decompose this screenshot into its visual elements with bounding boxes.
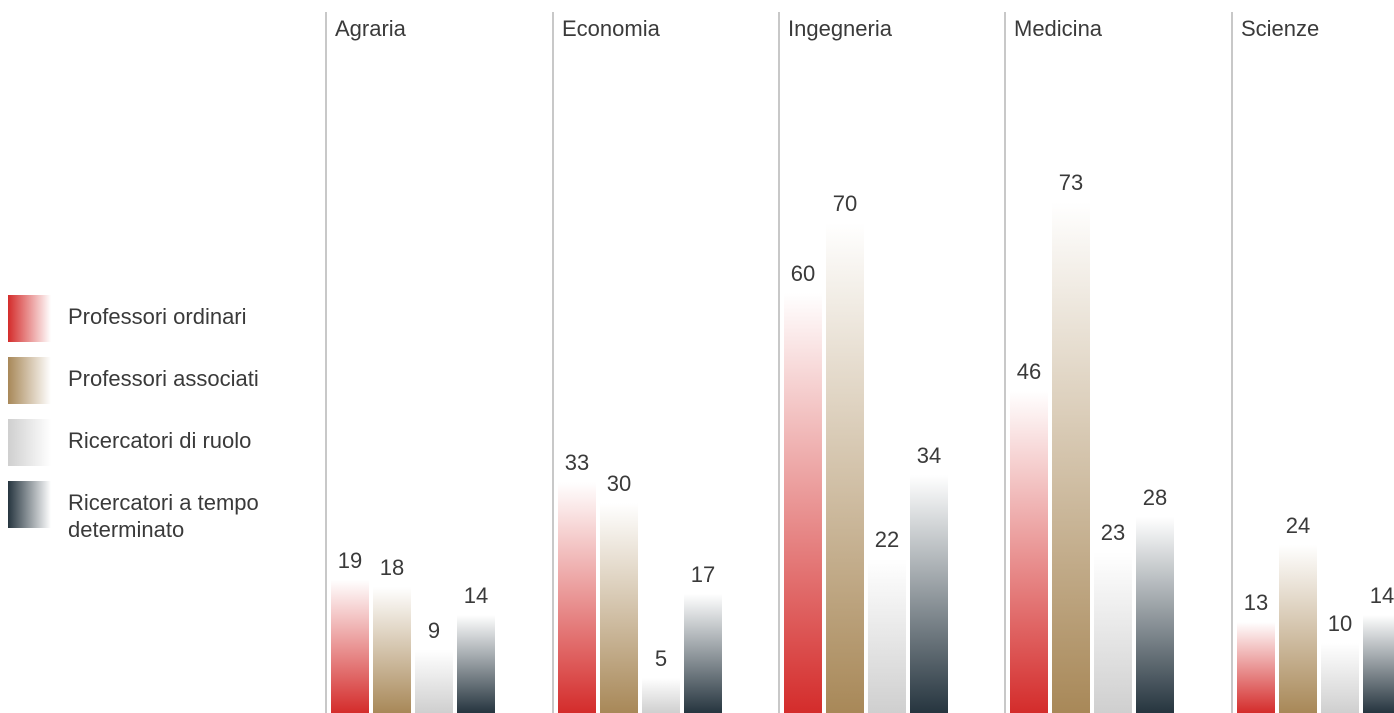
legend-swatch-professori-ordinari [8,295,51,342]
bar [1094,552,1132,713]
bar [457,615,495,713]
data-label: 33 [565,450,589,475]
bar [1052,202,1090,713]
data-label: 19 [338,548,362,573]
data-label: 22 [875,527,899,552]
bar [600,503,638,713]
bar [1010,391,1048,713]
bar [910,475,948,713]
data-label: 60 [791,261,815,286]
category-label: Ingegneria [788,16,893,41]
data-label: 18 [380,555,404,580]
data-label: 23 [1101,520,1125,545]
legend-swatch-professori-associati [8,357,51,404]
bar [684,594,722,713]
bar [415,650,453,713]
data-label: 70 [833,191,857,216]
data-label: 5 [655,646,667,671]
bar [868,559,906,713]
data-label: 9 [428,618,440,643]
data-label: 13 [1244,590,1268,615]
legend-swatch-ricercatori-di-ruolo [8,419,51,466]
data-label: 46 [1017,359,1041,384]
bar [1237,622,1275,713]
data-label: 73 [1059,170,1083,195]
data-label: 30 [607,471,631,496]
bar [1279,545,1317,713]
bar [1136,517,1174,713]
legend-swatch-ricercatori-tempo-determinato [8,481,51,528]
category-label: Medicina [1014,16,1103,41]
category-label: Scienze [1241,16,1319,41]
bar [784,293,822,713]
data-label: 34 [917,443,941,468]
data-label: 14 [1370,583,1394,608]
category-label: Economia [562,16,661,41]
bar [1321,643,1359,713]
bar [558,482,596,713]
bar [826,223,864,713]
bar [642,678,680,713]
legend-label: Professori associati [68,366,259,391]
legend-label: Ricercatori di ruolo [68,428,252,453]
data-label: 14 [464,583,488,608]
data-label: 24 [1286,513,1310,538]
bar [1363,615,1394,713]
data-label: 28 [1143,485,1167,510]
data-label: 10 [1328,611,1352,636]
legend-label: Professori ordinari [68,304,247,329]
bar [373,587,411,713]
data-label: 17 [691,562,715,587]
category-label: Agraria [335,16,407,41]
legend-label: Ricercatori a tempo determinato [68,490,259,542]
bar [331,580,369,713]
